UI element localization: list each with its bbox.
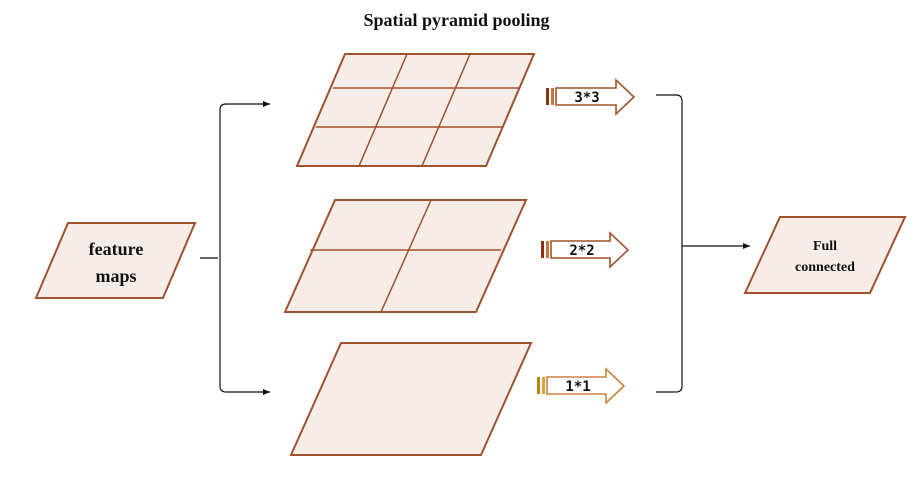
feature-maps-label-line1: feature: [89, 239, 144, 259]
input-split-connector: [200, 101, 270, 395]
feature-maps-node: feature maps: [34, 222, 197, 299]
output-merge-connector: [656, 94, 750, 393]
level-1x1-label: 1*1: [565, 379, 590, 395]
merge-bracket: [656, 94, 683, 393]
diagram-title: Spatial pyramid pooling: [363, 10, 550, 30]
full-connected-label-line2: connected: [795, 260, 855, 275]
level-3x3-label: 3*3: [574, 90, 599, 106]
block-arrow-3x3: 3*3: [546, 78, 636, 116]
level-2x2-label: 2*2: [569, 243, 594, 259]
block-arrow-2x2: 2*2: [541, 231, 630, 269]
pyramid-level-3x3: [295, 53, 536, 167]
block-arrow-1x1: 1*1: [537, 367, 626, 405]
pyramid-level-2x2: [283, 199, 528, 313]
pyramid-level-1x1: [289, 342, 533, 456]
full-connected-label-line1: Full: [813, 239, 837, 254]
full-connected-node: Full connected: [743, 216, 907, 294]
split-bracket: [219, 103, 270, 393]
feature-maps-label-line2: maps: [95, 266, 136, 286]
